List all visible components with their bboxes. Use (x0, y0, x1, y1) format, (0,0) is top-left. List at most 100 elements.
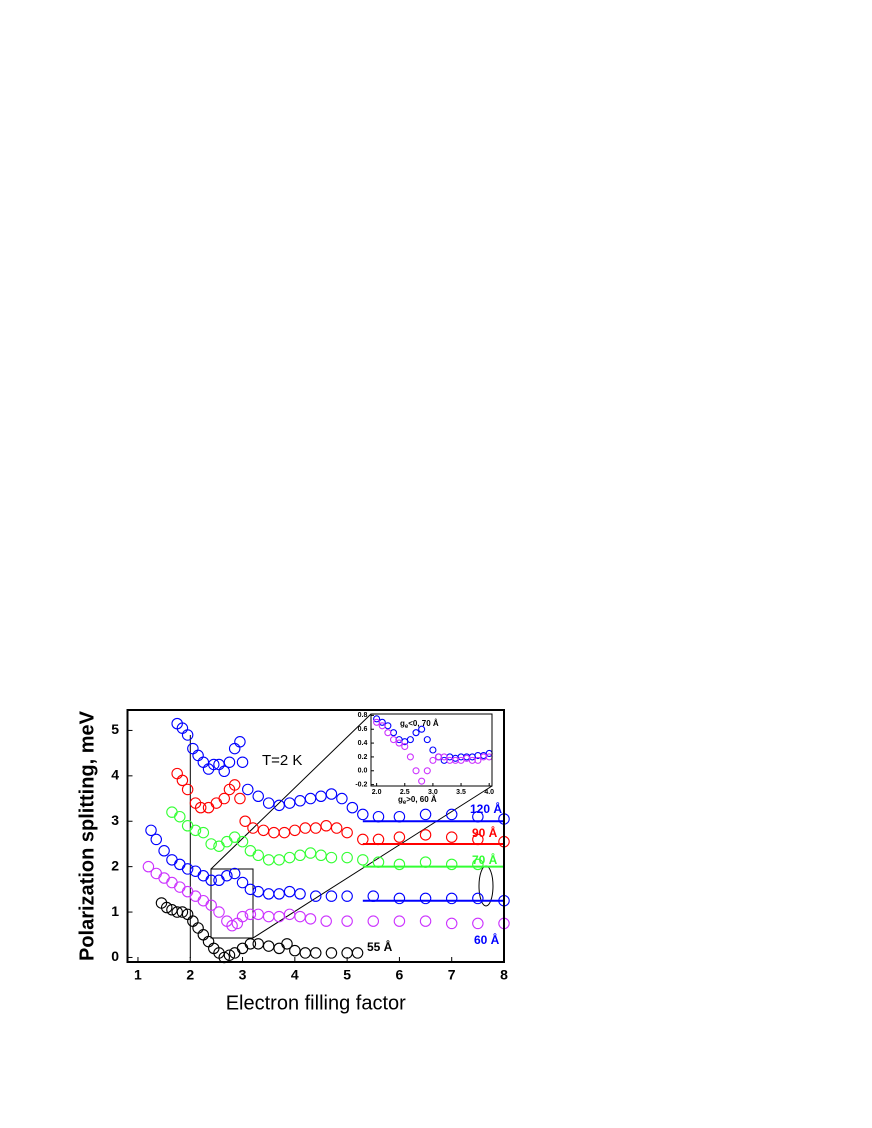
annotation: 55 Å (367, 939, 393, 954)
data-point (189, 890, 202, 902)
data-point (278, 826, 291, 839)
data-point (228, 867, 241, 880)
data-point (299, 822, 312, 834)
data-point (252, 849, 264, 862)
x-tick-label: 2.0 (372, 789, 382, 796)
data-point (244, 845, 257, 857)
data-point (309, 890, 322, 902)
data-point (372, 810, 385, 823)
data-point (273, 799, 285, 812)
data-point (223, 756, 236, 768)
data-point (419, 829, 432, 841)
x-axis-title: Electron filling factor (226, 992, 406, 1014)
data-point (236, 876, 249, 889)
data-point (357, 854, 369, 866)
data-point (412, 767, 420, 775)
y-tick-label: 0.4 (358, 740, 368, 747)
data-point (236, 835, 249, 848)
data-point (160, 901, 173, 914)
data-point (315, 849, 327, 862)
data-point (304, 913, 317, 925)
plot-frame (370, 713, 493, 787)
data-point (419, 915, 432, 927)
data-point (346, 801, 359, 814)
x-tick-label: 4 (291, 967, 299, 983)
data-point (158, 872, 170, 884)
data-point (341, 890, 353, 902)
data-point (289, 824, 301, 837)
data-point (474, 756, 482, 764)
x-tick-label: 5 (343, 967, 351, 983)
y-tick-label: 0.8 (358, 712, 368, 719)
data-point (336, 792, 348, 805)
data-point (257, 824, 270, 837)
data-point (176, 774, 189, 787)
data-point (181, 885, 194, 898)
data-point (283, 797, 296, 809)
data-point (213, 874, 225, 887)
data-point (242, 783, 254, 796)
data-point (226, 919, 238, 932)
data-point (440, 753, 448, 761)
data-point (166, 876, 178, 889)
data-point (197, 929, 210, 941)
data-point (395, 739, 403, 747)
data-point (304, 847, 317, 859)
y-tick-label: -0.2 (355, 781, 367, 788)
annotation-part: >0, 60 Å (406, 795, 437, 804)
data-point (236, 910, 249, 923)
x-tick-label: 3.0 (428, 789, 438, 796)
data-point (418, 777, 426, 785)
data-point (294, 795, 306, 807)
data-point (174, 810, 186, 823)
data-point (228, 779, 241, 791)
data-point (262, 940, 275, 952)
data-point (262, 910, 275, 923)
data-point (320, 915, 332, 927)
data-point (384, 729, 392, 737)
x-tick-label: 2 (186, 967, 194, 983)
data-point (299, 947, 312, 959)
annotation: T=2 K (262, 752, 302, 769)
data-point (236, 942, 249, 955)
data-point (367, 890, 380, 902)
annotation: 90 Å (472, 825, 498, 840)
data-point (176, 906, 189, 918)
zoom-connector (252, 785, 493, 939)
x-tick-label: 3 (239, 967, 247, 983)
y-tick-label: 1 (111, 903, 119, 919)
data-point (445, 831, 458, 843)
data-point (472, 810, 484, 823)
data-point (197, 869, 210, 882)
data-point (341, 826, 353, 839)
data-point (181, 783, 194, 796)
data-point (197, 894, 210, 907)
data-point (372, 856, 385, 868)
plot-frame (126, 709, 505, 963)
data-point (445, 892, 458, 905)
data-point (181, 863, 194, 875)
annotation: ge>0, 60 Å (398, 795, 437, 805)
annotation: ge<0, 70 Å (400, 719, 439, 729)
data-point (373, 718, 381, 726)
data-point (341, 915, 353, 927)
inset-plot: 2.0 2.5 3.0 3.5 4.0-0.20.00.20.40.60.8ge<0, … (355, 712, 494, 805)
data-point (221, 869, 233, 882)
y-tick-label: 5 (111, 721, 119, 737)
data-point (192, 922, 204, 934)
y-tick-label: 0 (111, 948, 119, 964)
data-point (197, 756, 210, 768)
data-point (445, 808, 458, 821)
data-point (472, 858, 484, 871)
x-tick-label: 1 (134, 967, 142, 983)
y-tick-label: 0.2 (358, 754, 368, 761)
data-point (445, 917, 458, 930)
y-tick-label: 3 (111, 812, 119, 828)
data-point (239, 815, 251, 827)
data-point (205, 874, 217, 887)
data-point (273, 854, 285, 866)
data-point (262, 888, 275, 900)
data-point (228, 742, 241, 755)
data-point (294, 849, 306, 862)
data-point (315, 790, 327, 803)
